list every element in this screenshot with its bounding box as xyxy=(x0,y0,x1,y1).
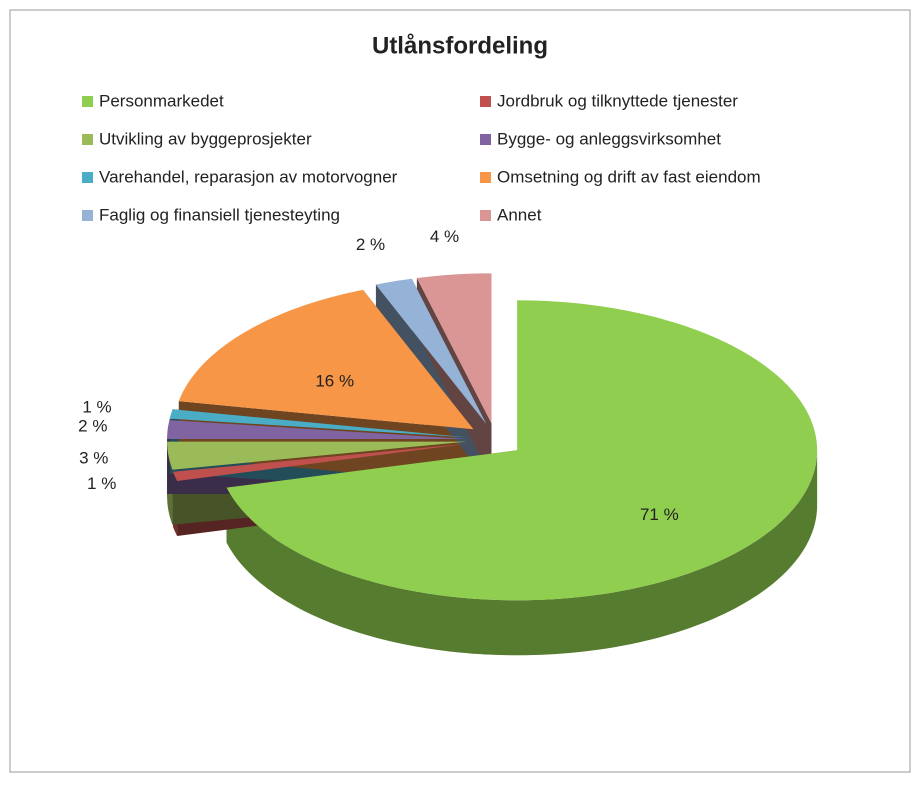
legend-swatch xyxy=(82,96,93,107)
slice xyxy=(172,443,468,481)
slice xyxy=(167,420,468,439)
legend-label: Bygge- og anleggsvirksomhet xyxy=(497,129,721,148)
data-label: 3 % xyxy=(79,449,108,468)
legend-label: Jordbruk og tilknyttede tjenester xyxy=(497,91,738,110)
legend-swatch xyxy=(82,210,93,221)
slice-side xyxy=(226,450,818,656)
data-label: 1 % xyxy=(82,398,111,417)
legend-swatch xyxy=(480,210,491,221)
legend-label: Omsetning og drift av fast eiendom xyxy=(497,167,761,186)
data-label: 2 % xyxy=(78,417,107,436)
slice xyxy=(167,441,468,470)
legend-swatch xyxy=(480,96,491,107)
data-label: 16 % xyxy=(315,371,354,390)
legend-label: Faglig og finansiell tjenesteyting xyxy=(99,205,340,224)
slice xyxy=(375,278,487,425)
slice xyxy=(169,409,468,438)
pie-tops xyxy=(167,273,818,601)
pie-labels: 71 %1 %3 %2 %1 %16 %2 % 4 % xyxy=(78,227,679,524)
data-label: 71 % xyxy=(640,505,679,524)
chart-title: Utlånsfordeling xyxy=(372,32,548,59)
slice xyxy=(416,273,492,424)
legend-label: Varehandel, reparasjon av motorvogner xyxy=(99,167,398,186)
data-label: 2 % xyxy=(356,235,385,254)
data-label: 4 % xyxy=(430,227,459,246)
legend-swatch xyxy=(480,172,491,183)
legend-swatch xyxy=(82,134,93,145)
data-label: 1 % xyxy=(87,474,116,493)
slice xyxy=(226,300,818,601)
legend-label: Utvikling av byggeprosjekter xyxy=(99,129,312,148)
legend-label: Personmarkedet xyxy=(99,91,224,110)
slice xyxy=(178,289,474,430)
legend-swatch xyxy=(82,172,93,183)
legend-swatch xyxy=(480,134,491,145)
legend-label: Annet xyxy=(497,205,542,224)
